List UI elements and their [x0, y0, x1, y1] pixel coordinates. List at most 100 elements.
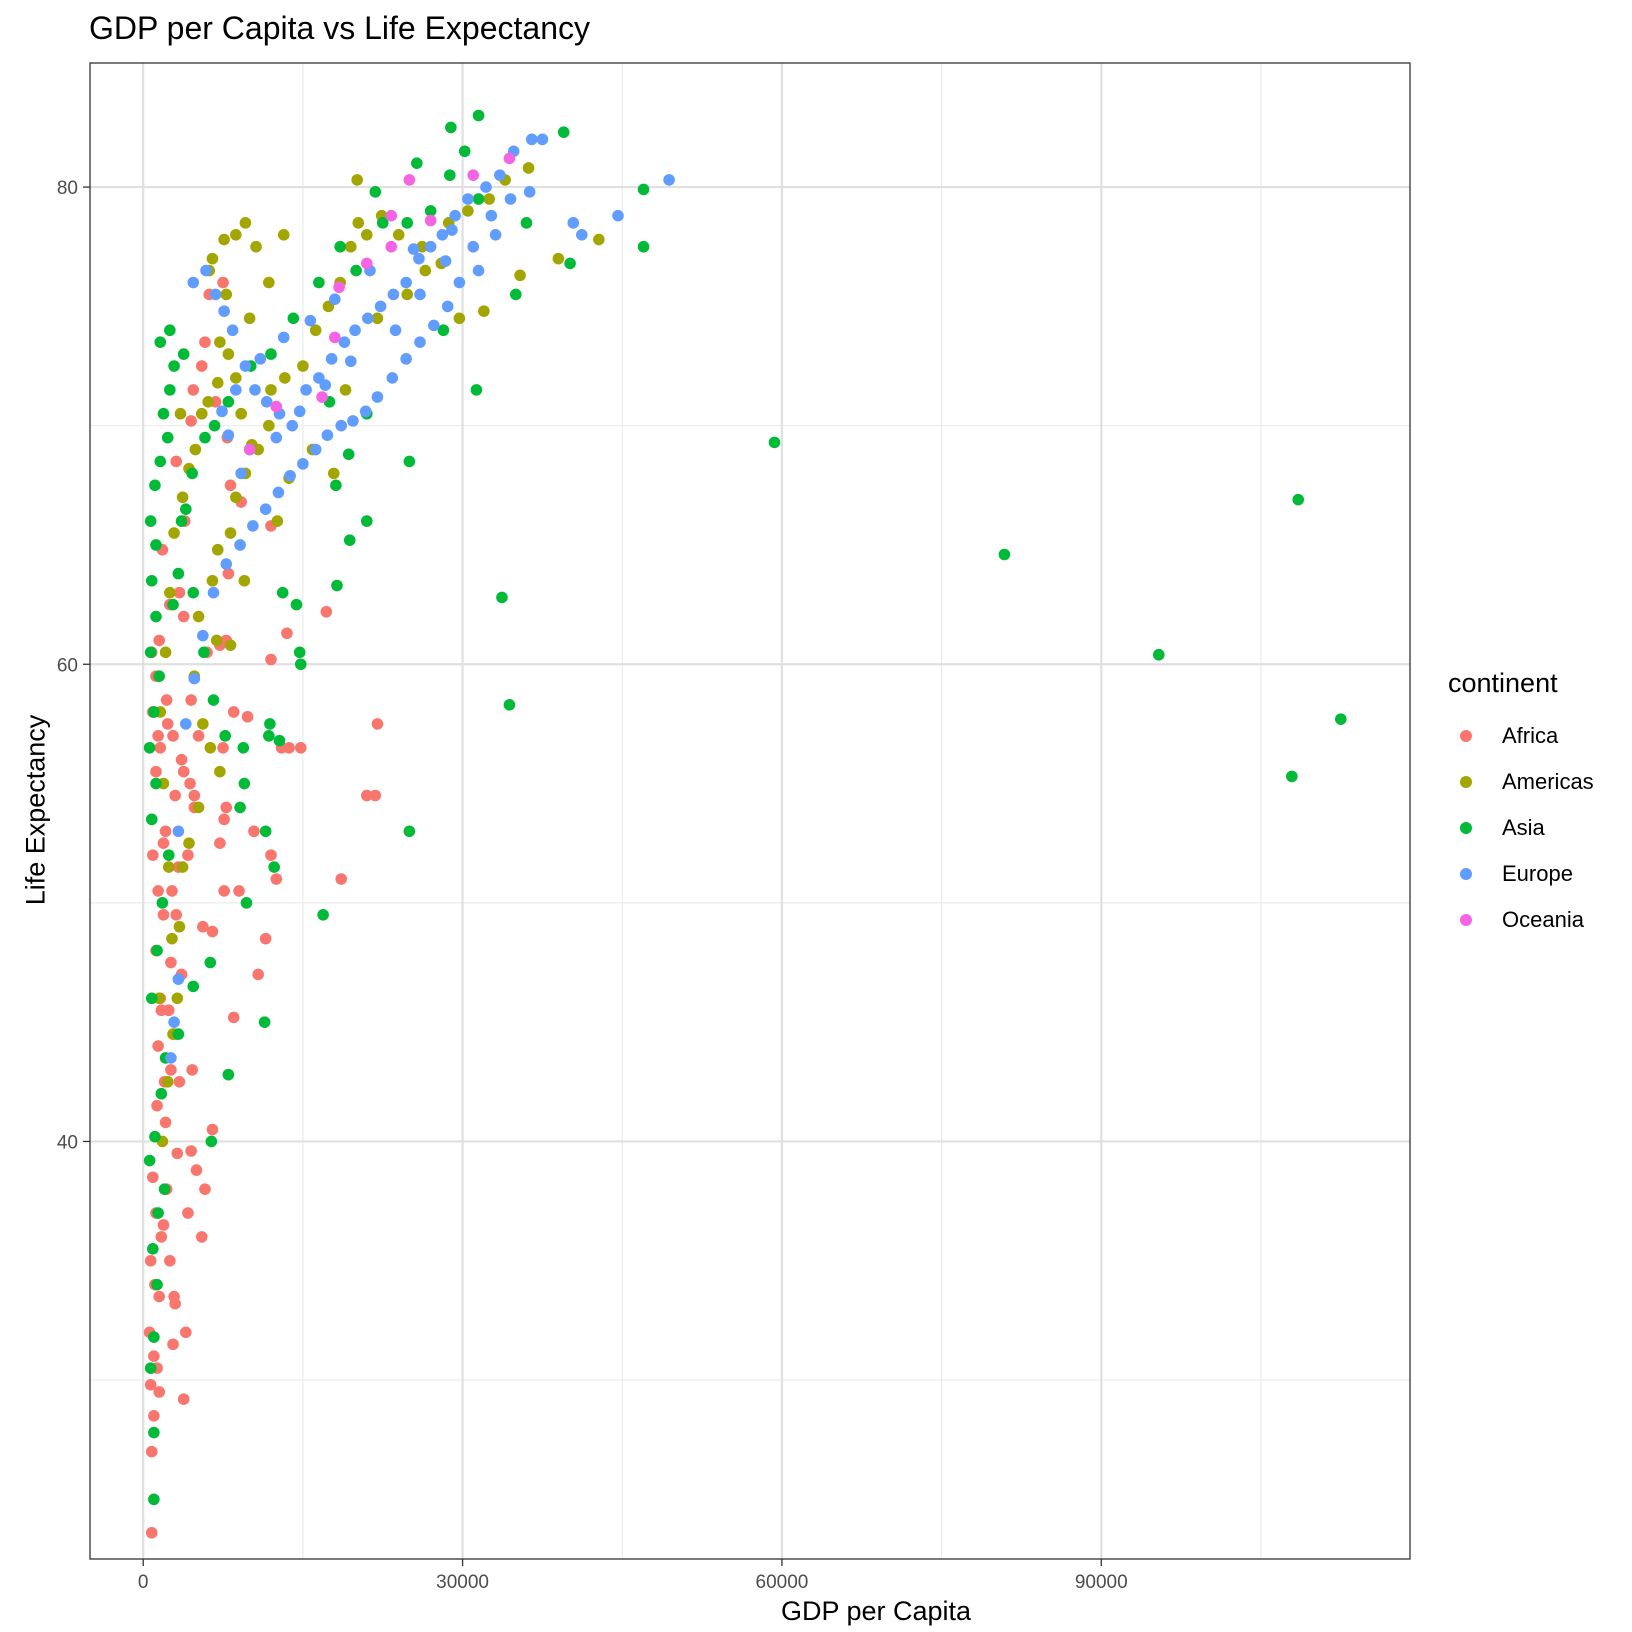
- point-americas: [183, 837, 195, 850]
- point-asia: [156, 897, 169, 909]
- point-asia: [334, 240, 346, 253]
- point-europe: [485, 209, 498, 222]
- point-americas: [453, 312, 466, 325]
- point-asia: [198, 646, 210, 659]
- x-axis-label: GDP per Capita: [780, 1596, 972, 1626]
- legend-items: Africa Americas Asia Europe Oceania: [1448, 713, 1594, 943]
- point-asia: [154, 455, 167, 468]
- point-europe: [277, 331, 290, 344]
- point-americas: [161, 1076, 174, 1088]
- point-africa: [335, 873, 348, 885]
- point-africa: [177, 765, 190, 778]
- point-asia: [187, 586, 200, 599]
- point-europe: [226, 324, 239, 337]
- point-oceania: [243, 443, 256, 456]
- point-africa: [147, 849, 159, 861]
- plot-panel: [90, 63, 1410, 1559]
- point-americas: [224, 527, 237, 539]
- point-asia: [144, 646, 157, 659]
- point-africa: [217, 741, 229, 754]
- point-asia: [234, 801, 246, 814]
- point-europe: [449, 209, 461, 222]
- point-europe: [293, 405, 306, 418]
- point-africa: [224, 479, 237, 492]
- point-americas: [239, 217, 252, 229]
- point-africa: [171, 1147, 184, 1160]
- point-africa: [259, 932, 272, 945]
- point-africa: [197, 920, 209, 933]
- point-africa: [195, 1231, 208, 1243]
- x-tick-label: 0: [138, 1572, 149, 1593]
- point-africa: [186, 1064, 198, 1076]
- point-asia: [205, 1135, 218, 1148]
- point-europe: [612, 209, 624, 222]
- point-asia: [458, 145, 471, 158]
- point-asia: [175, 515, 188, 527]
- point-europe: [235, 467, 247, 480]
- point-asia: [149, 1130, 161, 1143]
- point-europe: [247, 520, 259, 532]
- point-americas: [159, 646, 172, 659]
- point-americas: [263, 276, 275, 289]
- point-americas: [195, 407, 208, 420]
- point-europe: [523, 186, 536, 198]
- point-africa: [185, 1145, 197, 1157]
- point-africa: [214, 837, 226, 850]
- point-americas: [277, 228, 290, 241]
- point-asia: [998, 548, 1011, 561]
- point-asia: [1335, 713, 1347, 725]
- point-americas: [552, 252, 565, 265]
- point-asia: [204, 956, 217, 969]
- point-asia: [342, 448, 355, 461]
- point-africa: [153, 1290, 165, 1303]
- point-americas: [197, 718, 209, 730]
- point-europe: [254, 353, 267, 365]
- point-europe: [297, 458, 309, 470]
- point-africa: [157, 837, 170, 850]
- legend-key-americas: [1460, 776, 1472, 788]
- point-africa: [164, 1254, 176, 1267]
- point-asia: [149, 479, 161, 492]
- point-africa: [160, 694, 173, 706]
- point-europe: [436, 228, 449, 241]
- point-europe: [414, 288, 426, 301]
- point-asia: [258, 1016, 271, 1028]
- point-africa: [153, 1386, 165, 1398]
- point-europe: [338, 336, 351, 348]
- point-asia: [145, 992, 158, 1005]
- chart-title: GDP per Capita vs Life Expectancy: [89, 10, 590, 46]
- legend-label-asia: Asia: [1502, 815, 1545, 840]
- point-asia: [164, 324, 176, 337]
- point-europe: [576, 228, 588, 241]
- y-tick-label: 60: [57, 655, 78, 676]
- point-africa: [159, 825, 172, 838]
- point-asia: [153, 670, 165, 682]
- point-europe: [387, 288, 400, 301]
- point-europe: [319, 379, 332, 391]
- point-africa: [218, 885, 230, 897]
- point-europe: [200, 264, 212, 277]
- point-asia: [148, 706, 160, 718]
- point-europe: [504, 193, 517, 205]
- point-europe: [525, 133, 538, 146]
- point-americas: [162, 861, 175, 873]
- point-asia: [343, 534, 356, 546]
- point-africa: [159, 1116, 172, 1129]
- point-africa: [152, 1040, 164, 1052]
- point-europe: [472, 264, 485, 277]
- point-americas: [176, 861, 189, 873]
- point-africa: [175, 753, 188, 766]
- point-americas: [222, 348, 235, 360]
- point-africa: [187, 384, 200, 396]
- point-oceania: [270, 400, 283, 413]
- point-asia: [155, 1087, 168, 1100]
- point-africa: [227, 1011, 240, 1024]
- point-asia: [186, 467, 198, 480]
- point-africa: [188, 789, 201, 802]
- point-europe: [400, 276, 412, 289]
- point-americas: [166, 932, 178, 945]
- point-africa: [154, 741, 167, 754]
- point-asia: [1286, 770, 1298, 783]
- point-asia: [360, 515, 373, 527]
- point-africa: [371, 718, 384, 730]
